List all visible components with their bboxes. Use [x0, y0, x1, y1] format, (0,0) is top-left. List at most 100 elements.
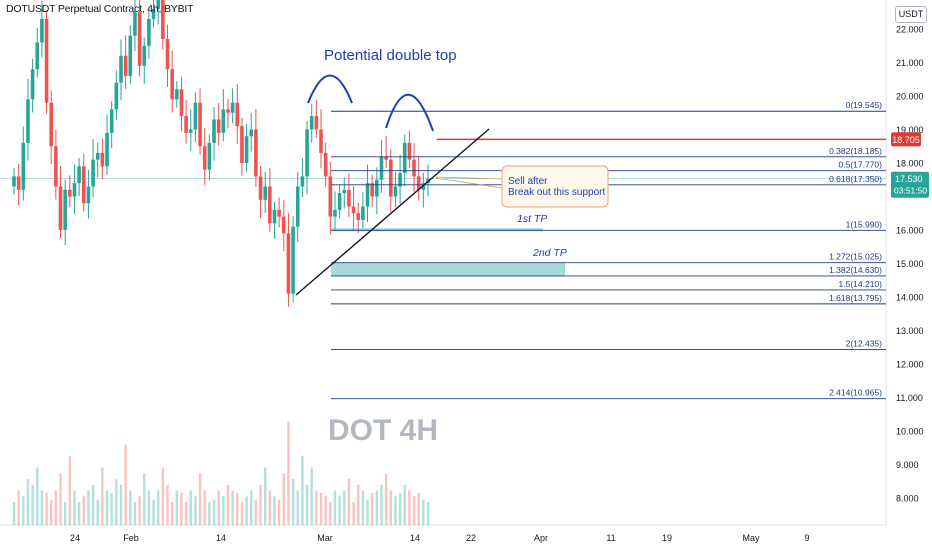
volume-bar — [263, 467, 267, 525]
candle-body — [137, 12, 142, 66]
y-tick-label: 9.000 — [896, 460, 919, 470]
candle-body — [179, 89, 184, 117]
volume-bar — [408, 490, 411, 525]
candle-body — [337, 193, 342, 210]
candle-body — [16, 176, 21, 190]
volume-bar — [426, 502, 430, 525]
volume-bar — [175, 490, 179, 525]
volume-bar — [115, 479, 118, 525]
volume-bar — [36, 467, 39, 525]
candle-body — [63, 189, 67, 230]
candle-body — [30, 69, 35, 100]
volume-bar — [226, 484, 230, 525]
candle-body — [175, 89, 179, 100]
volume-bar — [352, 502, 355, 525]
volume-bar — [129, 490, 132, 525]
candle-body — [268, 186, 272, 224]
volume-bar — [370, 492, 374, 525]
fib-level-label: 1.382(14.630) — [829, 265, 882, 275]
candle-body — [142, 45, 147, 66]
currency-badge[interactable]: USDT — [895, 6, 927, 23]
candle-body — [40, 18, 44, 43]
volume-bar — [310, 467, 313, 525]
candle-body — [21, 142, 26, 190]
volume-bar — [273, 496, 276, 525]
callout-line2: Break out this support — [508, 187, 605, 198]
candle-body — [123, 55, 128, 76]
volume-bar — [366, 499, 369, 525]
volume-bar — [152, 499, 155, 525]
volume-bar — [101, 467, 104, 525]
candle-body — [156, 0, 161, 9]
trendline — [295, 128, 490, 296]
candle-body — [370, 183, 374, 197]
volume-bar — [338, 496, 341, 525]
candle-body — [286, 233, 291, 294]
volume-bar — [389, 490, 392, 525]
volume-bar — [291, 479, 295, 525]
pattern-label: Potential double top — [324, 47, 457, 64]
candle-body — [12, 176, 16, 187]
double-top-arc-left — [307, 74, 353, 104]
callout-pointer — [435, 177, 503, 189]
volume-bar — [245, 496, 248, 525]
volume-bar — [417, 492, 420, 525]
candle-body — [221, 109, 226, 133]
candle-body — [147, 18, 151, 46]
volume-bar — [208, 502, 211, 525]
candle-body — [193, 102, 198, 130]
candle-body — [44, 18, 49, 103]
x-tick-label: 9 — [804, 533, 809, 543]
y-tick-label: 22.000 — [896, 25, 924, 35]
volume-bar — [250, 490, 253, 525]
candle-body — [263, 186, 267, 200]
tp2-zone — [331, 262, 565, 276]
volume-bar — [422, 499, 425, 525]
y-tick-label: 10.000 — [896, 427, 924, 437]
candle-body — [188, 129, 193, 133]
candle-body — [95, 152, 100, 160]
y-tick-label: 15.000 — [896, 259, 924, 269]
candle-body — [72, 183, 77, 197]
volume-bar — [17, 490, 20, 525]
volume-bar — [91, 484, 95, 525]
candle-body — [165, 39, 170, 70]
volume-bar — [73, 490, 76, 525]
volume-bar — [240, 502, 244, 525]
volume-bar — [105, 490, 109, 525]
candle-body — [54, 146, 58, 187]
countdown-text: 03:51:50 — [894, 186, 927, 196]
candle-body — [58, 186, 63, 230]
candle-body — [68, 189, 72, 197]
last-price-badge — [891, 171, 929, 198]
resistance-badge-text: 18.705 — [892, 135, 920, 145]
last-price-text: 17.530 — [895, 174, 923, 184]
candle-body — [272, 209, 277, 224]
candle-body — [170, 69, 174, 100]
candle-body — [388, 159, 393, 197]
candle-body — [216, 119, 221, 133]
tp1-label: 1st TP — [517, 213, 547, 225]
candle-body — [319, 129, 323, 153]
volume-bar — [170, 502, 174, 525]
candle-body — [333, 209, 337, 217]
fib-level-label: 1.618(13.795) — [829, 293, 882, 303]
volume-bar — [254, 499, 258, 525]
tp2-label: 2nd TP — [532, 247, 567, 259]
candle-body — [361, 206, 365, 220]
volume-bar — [357, 484, 360, 525]
volume-bar — [403, 484, 406, 525]
volume-bar — [380, 484, 383, 525]
volume-bar — [54, 490, 58, 525]
candle-body — [240, 126, 244, 163]
candle-body — [114, 82, 119, 110]
volume-bar — [166, 484, 169, 525]
candle-body — [207, 142, 212, 170]
volume-bar — [184, 502, 188, 525]
volume-bar — [59, 473, 62, 525]
candle-body — [235, 102, 240, 127]
volume-bar — [375, 490, 379, 525]
candle-body — [421, 183, 426, 190]
